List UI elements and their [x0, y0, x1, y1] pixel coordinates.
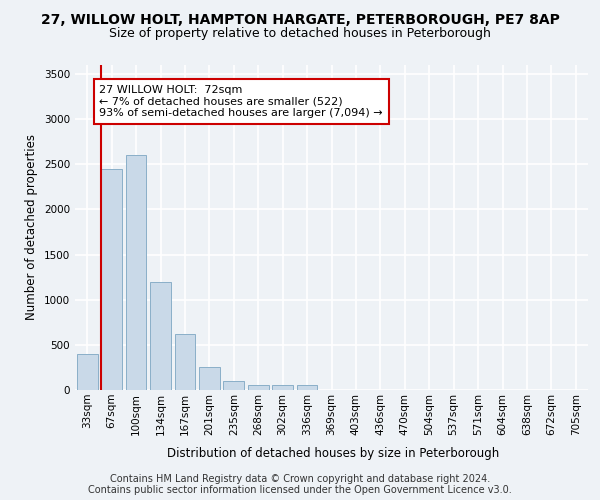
Text: Contains public sector information licensed under the Open Government Licence v3: Contains public sector information licen…: [88, 485, 512, 495]
Text: Size of property relative to detached houses in Peterborough: Size of property relative to detached ho…: [109, 28, 491, 40]
Bar: [175, 334, 196, 390]
Bar: [199, 366, 220, 390]
Bar: [223, 381, 244, 390]
Bar: [101, 169, 122, 390]
Bar: [296, 386, 317, 390]
Text: Distribution of detached houses by size in Peterborough: Distribution of detached houses by size …: [167, 448, 499, 460]
Text: Contains HM Land Registry data © Crown copyright and database right 2024.: Contains HM Land Registry data © Crown c…: [110, 474, 490, 484]
Text: 27 WILLOW HOLT:  72sqm
← 7% of detached houses are smaller (522)
93% of semi-det: 27 WILLOW HOLT: 72sqm ← 7% of detached h…: [100, 85, 383, 118]
Bar: [248, 384, 269, 390]
Bar: [272, 386, 293, 390]
Text: 27, WILLOW HOLT, HAMPTON HARGATE, PETERBOROUGH, PE7 8AP: 27, WILLOW HOLT, HAMPTON HARGATE, PETERB…: [41, 12, 559, 26]
Bar: [77, 354, 98, 390]
Bar: [125, 156, 146, 390]
Y-axis label: Number of detached properties: Number of detached properties: [25, 134, 38, 320]
Bar: [150, 282, 171, 390]
